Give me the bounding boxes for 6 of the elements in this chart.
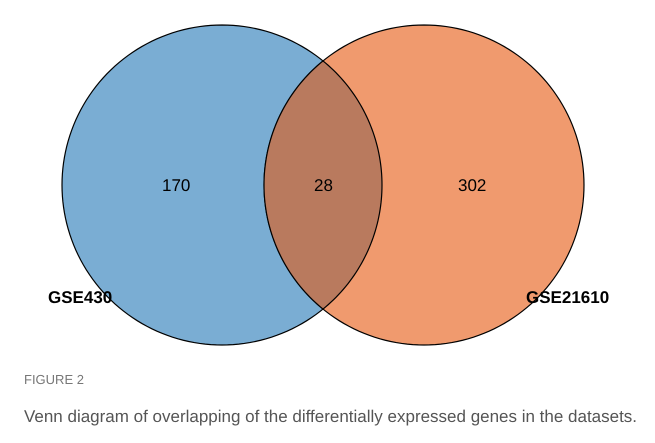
caption: FIGURE 2 — [24, 372, 84, 387]
data-label: 28 — [314, 176, 333, 195]
data-label: 170 — [162, 176, 190, 195]
text: Venn diagram of overlapping of the differentially expressed genes in the datasets. — [24, 407, 638, 426]
category-label: GSE430 — [48, 288, 112, 307]
data-label: 302 — [458, 176, 486, 195]
